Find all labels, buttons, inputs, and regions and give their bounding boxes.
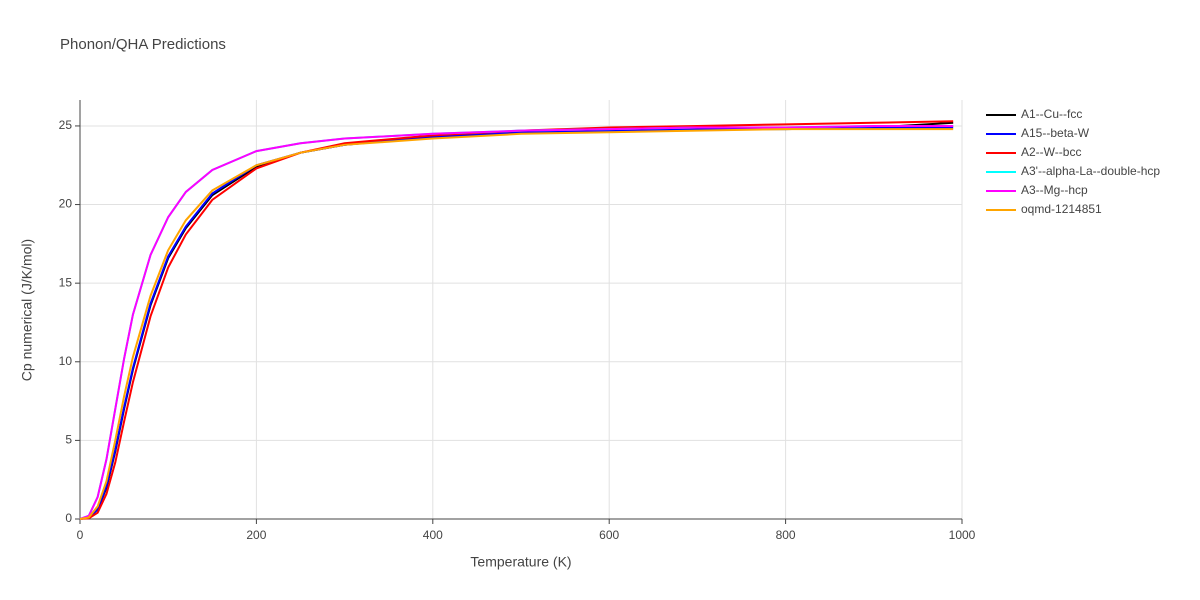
y-tick-label: 0 — [65, 511, 72, 525]
y-tick-label: 25 — [59, 118, 73, 132]
line-series — [79, 124, 954, 520]
line-series — [79, 121, 954, 520]
x-tick-label: 400 — [423, 528, 443, 542]
y-tick-label: 20 — [59, 197, 73, 211]
x-tick-label: 0 — [77, 528, 84, 542]
y-axis-label: Cp numerical (J/K/mol) — [19, 239, 35, 381]
y-tick-label: 5 — [65, 433, 72, 447]
line-series — [79, 124, 954, 520]
legend-label: A15--beta-W — [1021, 126, 1090, 140]
y-tick-label: 10 — [59, 354, 73, 368]
line-series — [79, 120, 954, 520]
y-tick-label: 15 — [59, 275, 73, 289]
legend-label: A3'--alpha-La--double-hcp — [1021, 164, 1160, 178]
line-series — [79, 126, 954, 520]
x-tick-label: 1000 — [949, 528, 976, 542]
x-axis-label: Temperature (K) — [470, 554, 571, 570]
x-tick-label: 200 — [246, 528, 266, 542]
line-series — [79, 128, 954, 520]
chart-title: Phonon/QHA Predictions — [60, 36, 226, 53]
legend-label: A3--Mg--hcp — [1021, 183, 1088, 197]
legend-label: A1--Cu--fcc — [1021, 107, 1082, 121]
x-tick-label: 600 — [599, 528, 619, 542]
x-tick-label: 800 — [776, 528, 796, 542]
legend-label: oqmd-1214851 — [1021, 202, 1102, 216]
legend-label: A2--W--bcc — [1021, 145, 1081, 159]
